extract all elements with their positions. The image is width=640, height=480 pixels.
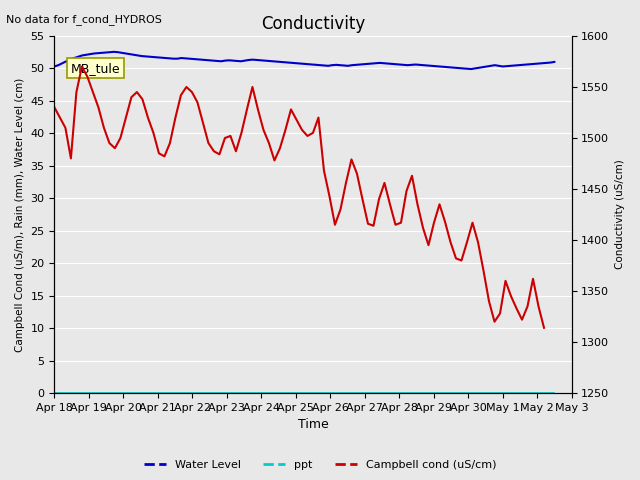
Campbell cond (uS/cm) [524,303,531,309]
Campbell cond (uS/cm) [122,115,130,120]
Water Level [523,61,531,67]
Water Level [51,63,58,69]
Line: Campbell cond (uS/cm): Campbell cond (uS/cm) [54,67,544,328]
Campbell cond (uS/cm) [463,239,471,245]
Water Level [352,62,360,68]
Water Level [550,59,558,65]
Campbell cond (uS/cm) [474,239,482,245]
Water Level [479,64,487,70]
Y-axis label: Conductivity (uS/cm): Conductivity (uS/cm) [615,160,625,269]
Water Level [110,49,118,55]
Campbell cond (uS/cm) [78,64,86,70]
Campbell cond (uS/cm) [397,220,405,226]
Water Level [344,63,352,69]
Campbell cond (uS/cm) [205,140,212,146]
Y-axis label: Campbell Cond (uS/m), Rain (mm), Water Level (cm): Campbell Cond (uS/m), Rain (mm), Water L… [15,77,25,352]
Water Level [74,54,82,60]
Text: MB_tule: MB_tule [71,61,120,74]
Title: Conductivity: Conductivity [261,15,365,33]
X-axis label: Time: Time [298,419,328,432]
Text: No data for f_cond_HYDROS: No data for f_cond_HYDROS [6,14,163,25]
Water Level [467,66,475,72]
Legend: Water Level, ppt, Campbell cond (uS/cm): Water Level, ppt, Campbell cond (uS/cm) [140,456,500,474]
Line: Water Level: Water Level [54,52,554,69]
Water Level [372,60,380,66]
Campbell cond (uS/cm) [540,325,548,331]
Campbell cond (uS/cm) [51,105,58,110]
